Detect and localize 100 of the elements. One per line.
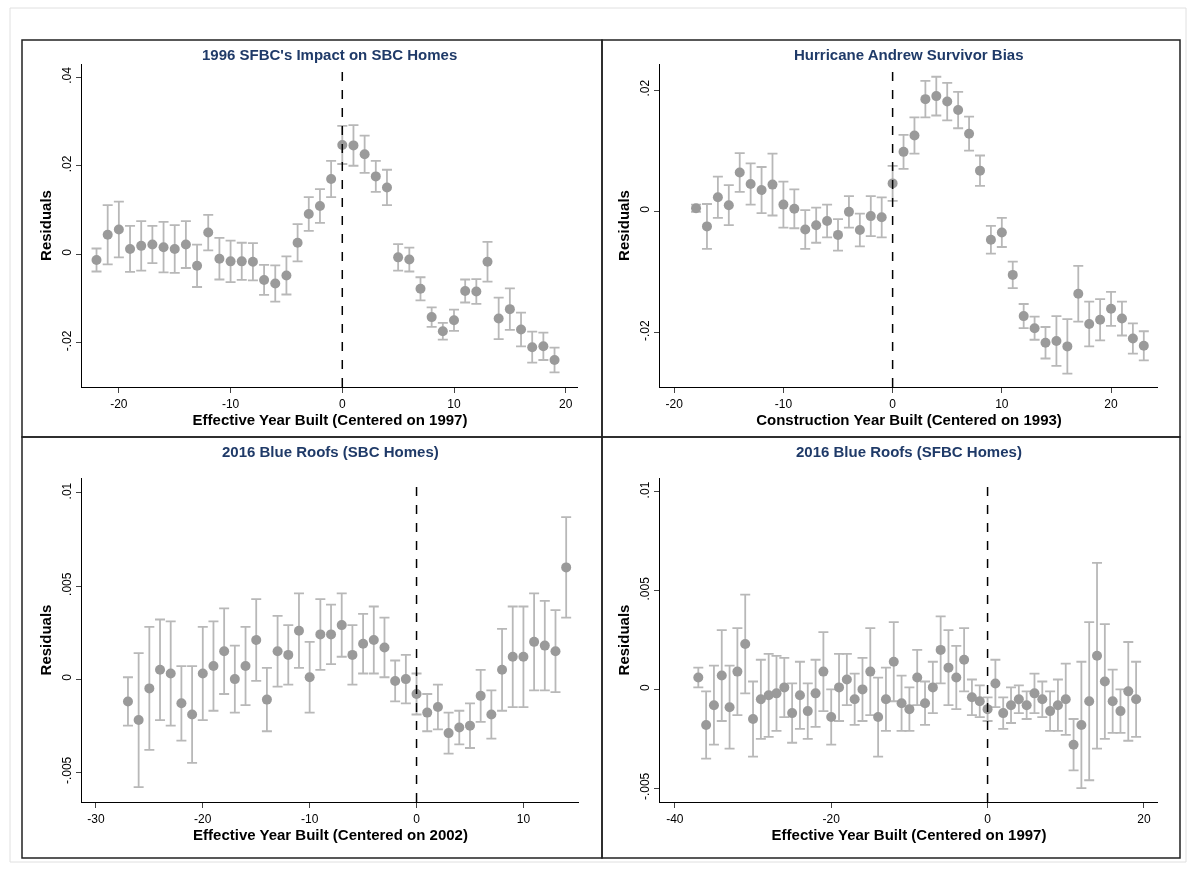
x-tick-label: -10 <box>300 811 319 826</box>
point <box>158 242 169 253</box>
point <box>381 182 392 193</box>
y-tick-label: .01 <box>60 482 75 500</box>
y-tick-label: -.02 <box>638 320 653 341</box>
point <box>849 694 860 705</box>
point <box>1115 706 1126 717</box>
point <box>497 664 508 675</box>
point <box>693 672 704 683</box>
point <box>1123 686 1134 697</box>
point <box>748 714 759 725</box>
x-tick-label: -20 <box>822 811 841 826</box>
y-tick-label: -.005 <box>638 772 653 801</box>
point <box>734 167 745 178</box>
point <box>789 203 800 214</box>
point <box>1084 696 1095 707</box>
point <box>888 656 899 667</box>
point <box>91 255 102 266</box>
point <box>1138 340 1149 351</box>
point <box>404 254 415 265</box>
point <box>1037 694 1048 705</box>
point <box>920 698 931 709</box>
point <box>169 243 180 254</box>
point <box>1052 700 1063 711</box>
y-tick-label: 0 <box>638 683 653 691</box>
x-axis-title: Construction Year Built (Centered on 1993) <box>756 410 1062 428</box>
point <box>454 722 465 733</box>
point <box>920 94 931 105</box>
point <box>336 620 347 631</box>
point <box>811 220 822 231</box>
point <box>443 728 454 739</box>
point <box>873 712 884 723</box>
point <box>516 324 527 335</box>
y-tick-label: .005 <box>60 572 75 596</box>
y-tick-label: -.005 <box>60 756 75 785</box>
x-tick-label: 20 <box>1104 396 1119 411</box>
point <box>1116 313 1127 324</box>
x-axis-title: Effective Year Built (Centered on 1997) <box>192 410 468 428</box>
point <box>1062 341 1073 352</box>
point <box>909 130 920 141</box>
point <box>293 625 304 636</box>
point <box>133 715 144 726</box>
point <box>303 209 314 219</box>
point <box>475 690 486 701</box>
point <box>236 256 247 267</box>
point <box>270 278 281 289</box>
point <box>822 215 833 226</box>
point <box>1029 323 1040 334</box>
y-tick-label: .01 <box>638 481 653 499</box>
point <box>225 256 236 267</box>
point <box>259 274 270 285</box>
point <box>426 312 437 323</box>
point <box>732 666 743 677</box>
point <box>854 225 865 236</box>
point <box>1051 335 1062 346</box>
x-tick-label: 10 <box>516 811 531 826</box>
point <box>1040 337 1051 348</box>
point <box>998 708 1009 719</box>
point <box>549 355 560 366</box>
point <box>219 646 230 657</box>
x-tick-label: -40 <box>666 811 684 826</box>
point <box>370 171 381 182</box>
point <box>214 253 225 264</box>
x-tick-label: -20 <box>665 396 684 411</box>
y-tick-label: -.02 <box>60 330 75 352</box>
point <box>985 234 996 245</box>
point <box>1013 694 1024 705</box>
point <box>800 224 811 235</box>
chart-title: 2016 Blue Roofs (SFBC Homes) <box>796 443 1022 460</box>
point <box>147 239 158 250</box>
point <box>964 128 975 139</box>
point <box>359 149 370 160</box>
point <box>437 326 448 337</box>
point <box>996 227 1007 238</box>
point <box>229 674 240 685</box>
point <box>810 688 821 699</box>
point <box>712 192 723 203</box>
point <box>315 629 326 640</box>
point <box>538 341 549 352</box>
point <box>974 696 985 707</box>
point <box>1095 314 1106 325</box>
point <box>880 694 891 705</box>
point <box>756 185 767 196</box>
y-tick-label: 0 <box>638 205 653 213</box>
point <box>898 146 909 157</box>
point <box>745 178 756 189</box>
point <box>942 96 953 107</box>
point <box>767 179 778 190</box>
y-tick-label: .02 <box>60 155 75 173</box>
point <box>247 256 258 267</box>
point <box>927 682 938 693</box>
point <box>347 649 358 660</box>
point <box>904 704 915 715</box>
chart-title: 1996 SFBC's Impact on SBC Homes <box>202 46 458 63</box>
point <box>251 635 262 645</box>
point <box>724 702 735 713</box>
y-tick-label: 0 <box>60 248 75 256</box>
point <box>561 562 572 573</box>
point <box>283 649 294 660</box>
point <box>1006 700 1017 711</box>
